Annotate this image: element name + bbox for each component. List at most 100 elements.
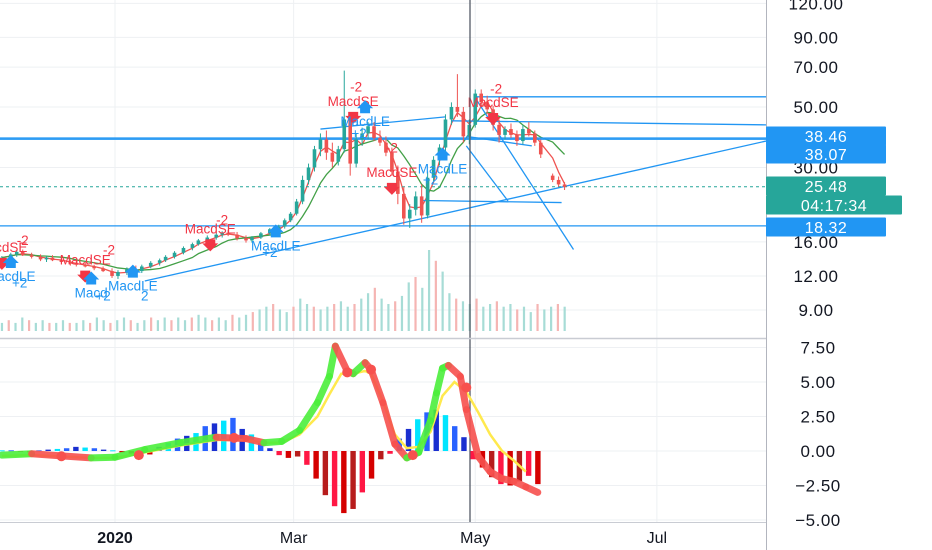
- trend-lines: [0, 96, 767, 282]
- volume-bar: [319, 309, 322, 331]
- price-badge[interactable]: 38.07: [766, 144, 886, 165]
- candle-body: [282, 220, 287, 227]
- candle-body: [419, 196, 424, 216]
- price-tick-label: 9.00: [798, 301, 833, 320]
- volume-bar: [522, 306, 526, 331]
- histogram-bar: [82, 447, 88, 451]
- candle: [172, 251, 177, 259]
- histogram-bar: [350, 451, 356, 509]
- candle: [509, 123, 513, 138]
- volume-bar: [448, 293, 451, 331]
- badge-label: 04:17:34: [801, 198, 867, 215]
- candle: [288, 211, 293, 223]
- volume-bar: [163, 317, 166, 331]
- signal-label: MacdSE: [366, 165, 417, 180]
- histogram-bar: [331, 451, 338, 507]
- volume-bar: [333, 304, 336, 331]
- macd-segment: [313, 372, 333, 407]
- volume-bar: [75, 322, 78, 331]
- volume-bar: [455, 298, 458, 331]
- price-badge[interactable]: 18.32: [766, 217, 886, 238]
- volume-bar: [434, 260, 437, 331]
- candle-body: [449, 107, 454, 120]
- volume-bar: [550, 306, 553, 331]
- candle-body: [562, 184, 567, 187]
- candle: [312, 145, 317, 172]
- histogram-bar: [535, 451, 541, 485]
- volume-bar: [116, 320, 119, 331]
- histogram-bar: [100, 449, 107, 451]
- price-badge[interactable]: 38.46: [766, 126, 886, 147]
- candle-body: [425, 177, 430, 216]
- signal-label: 2: [141, 289, 149, 304]
- badge-label: 18.32: [805, 220, 848, 237]
- macd-segment: [177, 433, 220, 447]
- signal-label: -2: [490, 82, 502, 97]
- volume-bar: [312, 306, 315, 331]
- badge-label: 38.46: [805, 129, 848, 146]
- candle-body: [479, 93, 484, 103]
- volume-bar: [122, 317, 126, 331]
- channel-line: [465, 145, 509, 202]
- candle: [467, 119, 472, 145]
- price-badge[interactable]: 04:17:34: [766, 195, 902, 216]
- volume-bar: [34, 322, 37, 331]
- candle: [59, 257, 64, 264]
- candle: [235, 231, 239, 241]
- crossover-dot: [56, 451, 67, 462]
- price-badge[interactable]: 25.48: [766, 176, 886, 197]
- macd-segment: [0, 450, 36, 459]
- short-signal: -2: [216, 213, 228, 228]
- candle: [68, 259, 73, 266]
- candle-body: [288, 213, 293, 221]
- candle-body: [68, 262, 73, 264]
- candle: [550, 173, 555, 183]
- candle: [562, 182, 567, 191]
- histogram-bar: [405, 428, 412, 451]
- volume-bar: [102, 320, 105, 331]
- candle-body: [226, 232, 230, 235]
- histogram-bar: [0, 450, 5, 452]
- candle-body: [532, 133, 537, 143]
- crossover-dot: [407, 450, 418, 461]
- candle-body: [556, 179, 561, 185]
- histogram-bar: [378, 451, 384, 460]
- short-signal: -2: [350, 79, 362, 94]
- candle: [532, 130, 537, 146]
- macd-segment: [296, 399, 321, 434]
- histogram-bar: [8, 450, 14, 452]
- short-signal: -2: [17, 233, 29, 248]
- candle-body: [139, 266, 144, 272]
- signal-label: MacdSE: [0, 240, 27, 255]
- volume-bar: [265, 306, 268, 331]
- candle-body: [550, 175, 555, 180]
- candle-body: [116, 272, 120, 276]
- candle-body: [44, 257, 49, 260]
- candle: [556, 176, 561, 187]
- volume-bar: [251, 312, 254, 331]
- candle: [306, 163, 311, 185]
- long-signal: 2: [141, 289, 149, 304]
- volume-bar: [394, 301, 397, 331]
- arrow-down-icon: [345, 111, 362, 124]
- macd-segment: [87, 453, 119, 462]
- histogram-bar: [45, 449, 51, 451]
- candle-body: [324, 139, 329, 153]
- candle: [226, 229, 230, 237]
- candle: [44, 256, 49, 263]
- volume-bar: [326, 306, 329, 331]
- signal-label: +2: [351, 126, 366, 141]
- volume-bar: [190, 317, 193, 331]
- arrow-down-icon: [383, 182, 400, 195]
- candle-body: [157, 260, 162, 263]
- candle-body: [372, 126, 376, 138]
- histogram-bar: [73, 446, 79, 451]
- volume-bar: [231, 314, 234, 331]
- histogram-bar: [498, 451, 504, 485]
- volume-bar: [244, 314, 248, 331]
- time-tick-label: Mar: [280, 530, 308, 547]
- macd-segment: [433, 364, 447, 397]
